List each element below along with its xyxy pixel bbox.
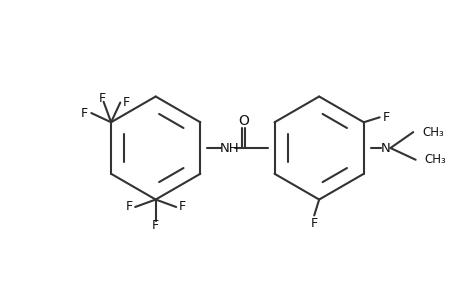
Text: CH₃: CH₃ — [424, 153, 445, 166]
Text: F: F — [99, 92, 106, 105]
Text: F: F — [123, 96, 129, 109]
Text: NH: NH — [220, 142, 239, 154]
Text: F: F — [152, 219, 159, 232]
Text: O: O — [237, 114, 248, 128]
Text: N: N — [380, 142, 390, 154]
Text: F: F — [178, 200, 185, 214]
Text: F: F — [310, 217, 317, 230]
Text: F: F — [125, 200, 133, 214]
Text: F: F — [382, 111, 389, 124]
Text: CH₃: CH₃ — [421, 126, 443, 139]
Text: F: F — [81, 106, 88, 119]
